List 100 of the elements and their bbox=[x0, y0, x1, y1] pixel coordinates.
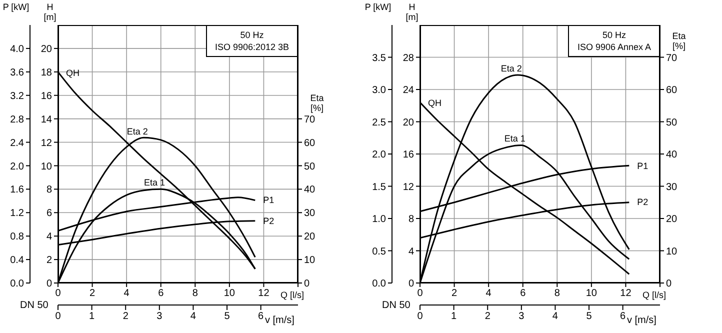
y2-tick-label: 1.0 bbox=[372, 214, 386, 226]
y-tick-label: 14 bbox=[40, 114, 52, 126]
text: 50 Hz bbox=[239, 30, 265, 40]
y2-tick-label: 1.6 bbox=[10, 184, 24, 196]
y-tick-label: 20 bbox=[40, 44, 52, 56]
y-tick-label: 16 bbox=[402, 150, 414, 161]
annotation: ISO 9906 Annex A bbox=[577, 42, 651, 52]
y2-tick-label: 3.6 bbox=[10, 67, 24, 78]
x2-tick-label: 5 bbox=[586, 311, 592, 322]
y-tick-label: 10 bbox=[40, 161, 52, 172]
y-tick-label: 2 bbox=[46, 255, 52, 266]
x2-tick-label: 0 bbox=[55, 311, 62, 322]
y-tick-label: 16 bbox=[40, 90, 52, 102]
y-tick-label: 8 bbox=[46, 184, 52, 196]
x2-tick-label: 1 bbox=[89, 311, 96, 322]
series-label: P1 bbox=[637, 160, 648, 171]
y3-tick-label: 30 bbox=[304, 208, 316, 220]
x2-tick-label: 2 bbox=[484, 311, 491, 322]
y2-tick-label: 2.4 bbox=[10, 138, 24, 149]
y3-tick-label: 60 bbox=[666, 85, 678, 96]
series-label: Eta 2 bbox=[126, 126, 148, 136]
y2-tick-label: 2.5 bbox=[372, 117, 386, 128]
y-axis-title: H [m] bbox=[404, 2, 420, 22]
series-label: P1 bbox=[263, 195, 274, 206]
y2-tick-label: 3.2 bbox=[10, 90, 24, 102]
x-tick-label: 12 bbox=[620, 288, 632, 300]
series-label: QH bbox=[66, 68, 80, 78]
y3-tick-label: 10 bbox=[304, 255, 316, 266]
x2-axis-title: v [m/s] bbox=[627, 315, 656, 326]
x2-tick-label: 1 bbox=[451, 311, 458, 322]
x2-tick-label: 4 bbox=[552, 311, 558, 322]
y-tick-label: 18 bbox=[40, 67, 52, 78]
y2-tick-label: 2.0 bbox=[372, 150, 386, 161]
y2-tick-label: 1.5 bbox=[372, 182, 386, 193]
x-tick-label: 8 bbox=[554, 288, 560, 300]
x-tick-label: 0 bbox=[55, 288, 62, 300]
x2-tick-label: 2 bbox=[122, 311, 129, 322]
y2-tick-label: 4.0 bbox=[10, 44, 24, 56]
y2-tick-label: 3.0 bbox=[372, 85, 386, 96]
y3-tick-label: 30 bbox=[666, 182, 678, 193]
series-label: QH bbox=[428, 98, 442, 108]
x-axis-title: Q [l/s] bbox=[642, 290, 666, 300]
y3-tick-label: 0 bbox=[304, 278, 310, 290]
y3-tick-label: 10 bbox=[666, 246, 678, 258]
y3-tick-label: 50 bbox=[666, 117, 678, 128]
y-tick-label: 24 bbox=[402, 85, 414, 96]
x-tick-label: 2 bbox=[452, 288, 458, 300]
x2-tick-label: 4 bbox=[190, 311, 196, 322]
x-axis-title: Q [l/s] bbox=[280, 290, 304, 300]
x-tick-label: 6 bbox=[158, 288, 164, 300]
x-tick-label: 10 bbox=[224, 288, 236, 300]
text: DN 50 bbox=[20, 300, 48, 311]
y3-tick-label: 40 bbox=[304, 184, 316, 196]
y-tick-label: 0 bbox=[408, 278, 414, 290]
y3-tick-label: 20 bbox=[304, 232, 316, 243]
y2-tick-label: 2.0 bbox=[10, 161, 24, 172]
y-tick-label: 4 bbox=[408, 246, 414, 258]
x-tick-label: 10 bbox=[586, 288, 598, 300]
y3-axis-title: Eta [%] bbox=[671, 31, 687, 52]
y2-tick-label: 0.4 bbox=[10, 255, 24, 266]
y-tick-label: 8 bbox=[408, 214, 414, 226]
y-tick-label: 20 bbox=[402, 117, 414, 128]
x-tick-label: 12 bbox=[258, 288, 270, 300]
y2-tick-label: 3.5 bbox=[372, 52, 386, 64]
y-tick-label: 0 bbox=[46, 278, 52, 290]
y2-tick-label: 0.5 bbox=[372, 246, 386, 258]
y-tick-label: 4 bbox=[46, 232, 52, 243]
y3-tick-label: 40 bbox=[666, 150, 678, 161]
x-tick-label: 2 bbox=[90, 288, 96, 300]
x2-tick-label: 3 bbox=[518, 311, 525, 322]
x2-tick-label: 5 bbox=[224, 311, 230, 322]
x2-tick-label: 6 bbox=[258, 311, 264, 322]
y2-axis-title: P [kW] bbox=[2, 2, 30, 12]
text: DN 50 bbox=[382, 300, 410, 311]
y2-tick-label: 0.0 bbox=[372, 278, 386, 290]
series-label: P2 bbox=[263, 216, 274, 226]
series-label: Eta 1 bbox=[504, 134, 526, 144]
y3-tick-label: 70 bbox=[666, 52, 678, 64]
x2-tick-label: 6 bbox=[620, 311, 626, 322]
y-axis-title: H [m] bbox=[42, 2, 58, 22]
y-tick-label: 12 bbox=[40, 138, 52, 149]
y3-tick-label: 70 bbox=[304, 114, 316, 126]
x-tick-label: 4 bbox=[486, 288, 492, 300]
annotation: ISO 9906:2012 3B bbox=[214, 42, 289, 52]
y3-tick-label: 0 bbox=[666, 278, 672, 290]
x2-tick-label: 0 bbox=[417, 311, 424, 322]
y2-tick-label: 1.2 bbox=[10, 208, 24, 220]
x2-tick-label: 3 bbox=[156, 311, 163, 322]
x-tick-label: 0 bbox=[417, 288, 424, 300]
x-tick-label: 4 bbox=[124, 288, 130, 300]
series-label: Eta 1 bbox=[144, 178, 166, 188]
series-label: P2 bbox=[637, 197, 648, 208]
y2-tick-label: 0.8 bbox=[10, 232, 24, 243]
y3-tick-label: 60 bbox=[304, 138, 316, 149]
y3-axis-title: Eta [%] bbox=[309, 92, 325, 113]
y3-tick-label: 20 bbox=[666, 214, 678, 226]
y3-tick-label: 50 bbox=[304, 161, 316, 172]
x2-axis-title: v [m/s] bbox=[265, 315, 294, 326]
series-label: Eta 2 bbox=[500, 63, 522, 74]
y-tick-label: 12 bbox=[402, 182, 414, 193]
